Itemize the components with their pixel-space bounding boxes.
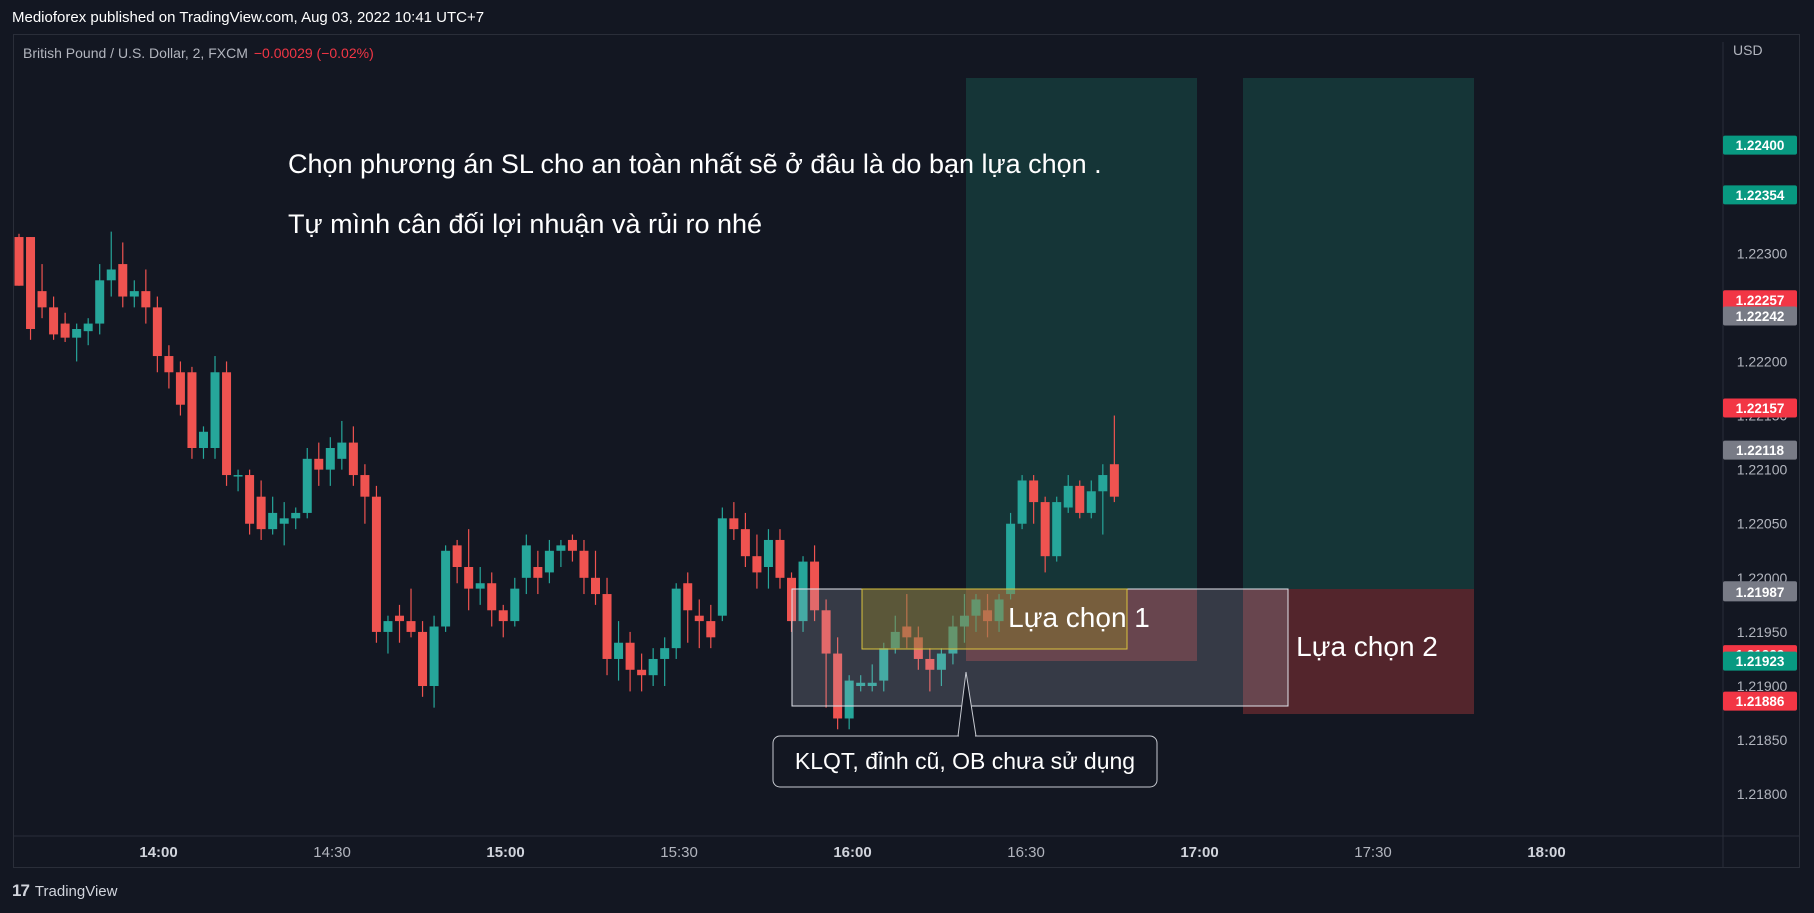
symbol-name: British Pound / U.S. Dollar, 2, FXCM [23, 45, 248, 61]
tradingview-logo[interactable]: 17 TradingView [12, 880, 117, 902]
symbol-legend[interactable]: British Pound / U.S. Dollar, 2, FXCM −0.0… [23, 45, 374, 61]
tv-logo-text: TradingView [34, 882, 118, 900]
publish-header: Medioforex published on TradingView.com,… [12, 9, 485, 26]
chart-panel [13, 34, 1800, 868]
tv-logo-icon: 17 [12, 881, 30, 900]
symbol-change: −0.00029 (−0.02%) [253, 45, 374, 61]
